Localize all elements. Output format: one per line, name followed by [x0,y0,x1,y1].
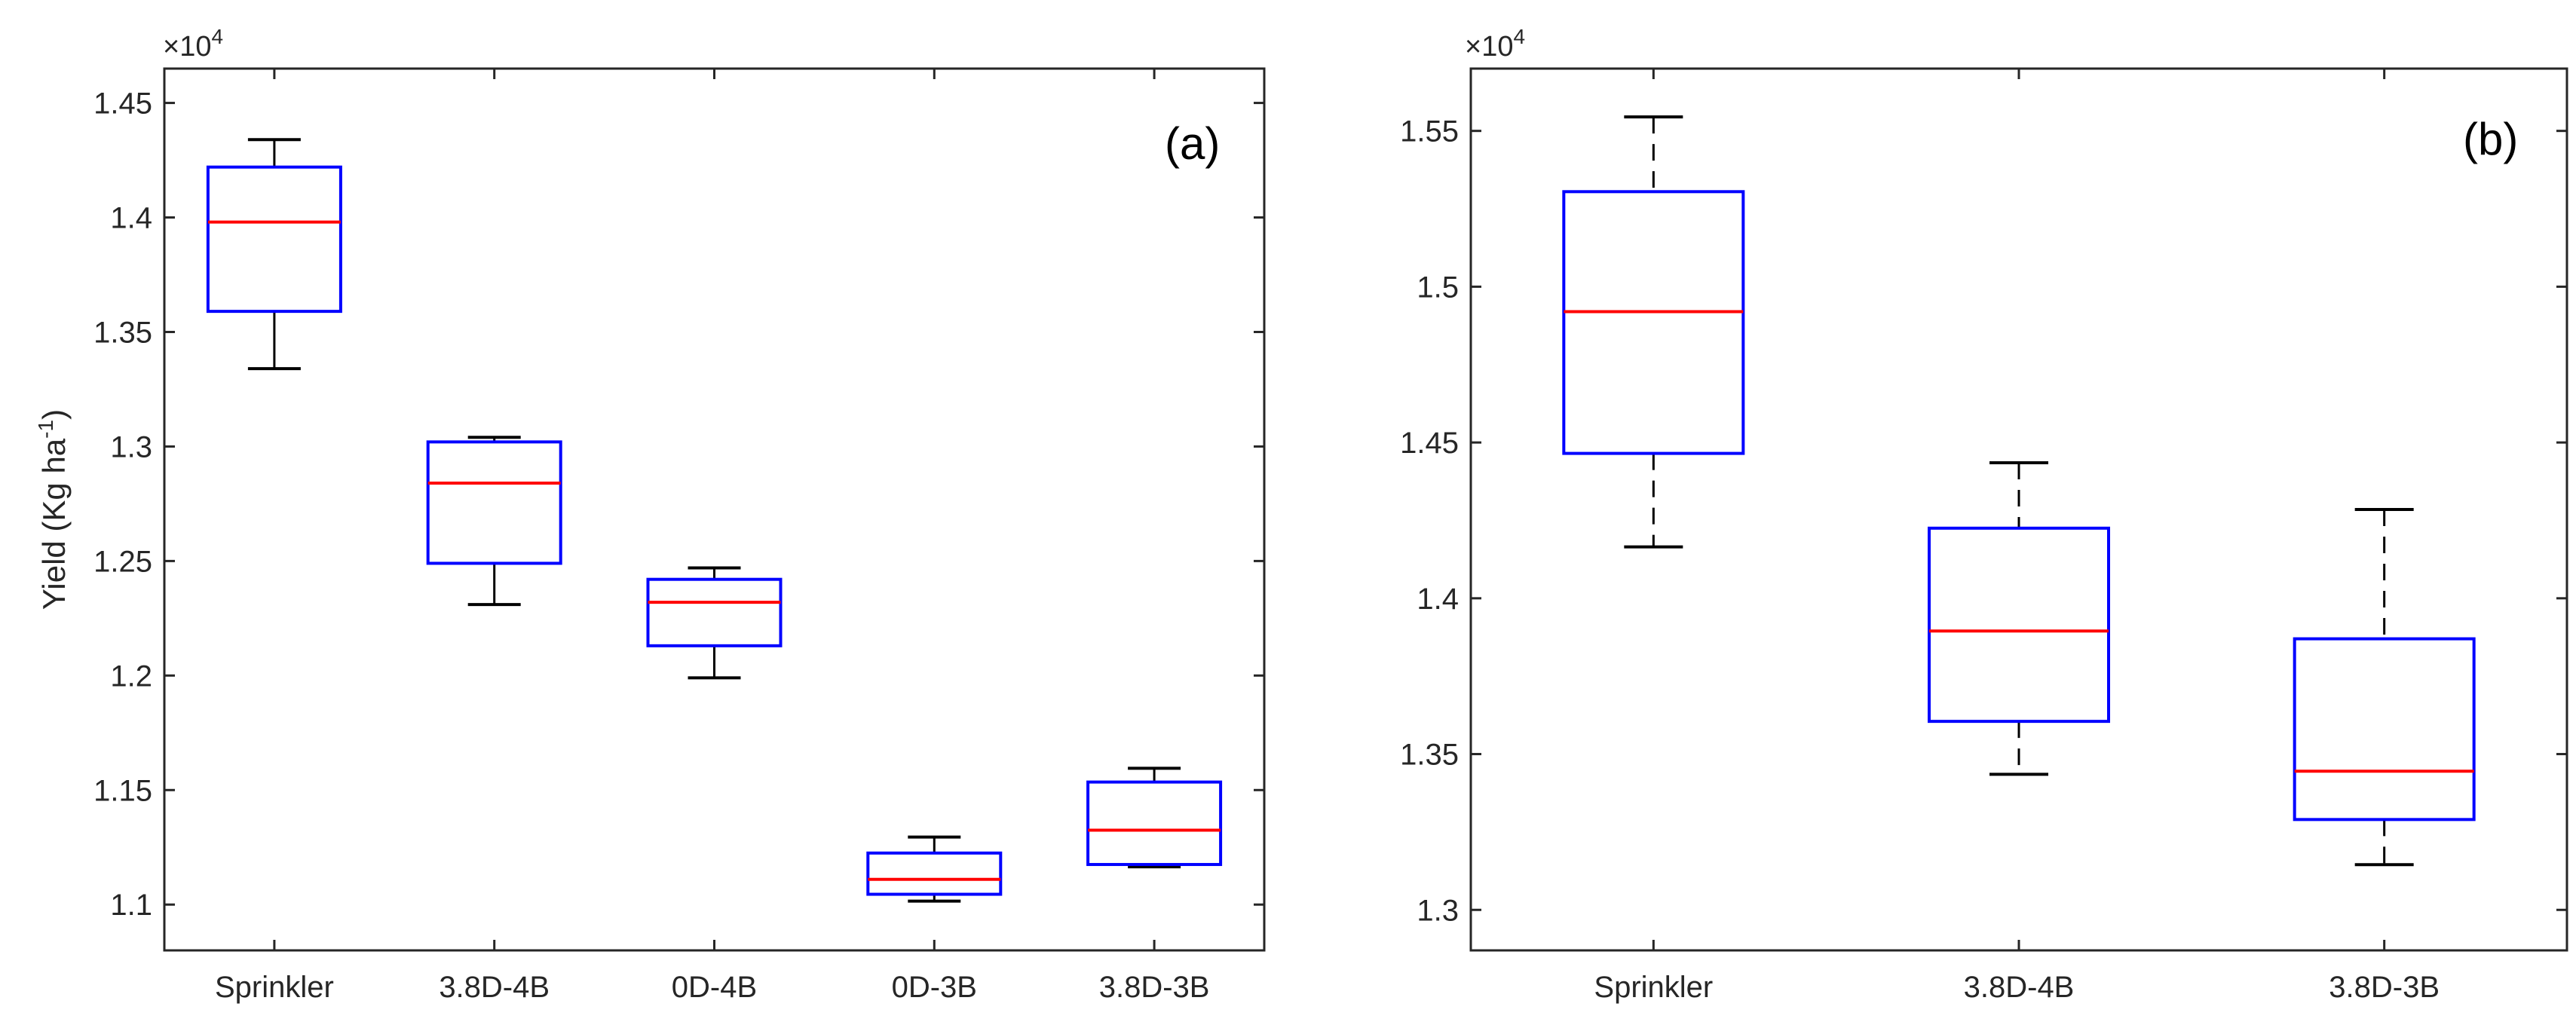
x-tick-label: 3.8D-3B [1099,971,1210,1004]
panel-b-box-0 [1562,115,1745,549]
y-tick-label: 1.3 [1417,894,1459,927]
x-tick-label: 0D-3B [892,971,977,1004]
x-tick-label: Sprinkler [215,971,334,1004]
panel-a-axes-frame [163,67,1266,952]
y-tick-label: 1.45 [93,87,152,121]
panel-a-box-0 [206,138,342,371]
panel-b-label: (b) [2463,114,2518,164]
panel-b-boxes [1562,115,2476,867]
box-iqr [1928,526,2110,724]
panel-b-x-tick-labels: Sprinkler 3.8D-4B 3.8D-3B [1594,69,2440,1004]
panel-a-box-2 [646,566,783,680]
y-tick-label: 1.3 [110,430,152,464]
panel-b-box-2 [2293,508,2476,867]
x-tick-label: 3.8D-4B [439,971,550,1004]
y-tick-label: 1.45 [1400,427,1459,460]
box-iqr [866,851,1003,896]
panel-b-y-ticks: 1.3 1.35 1.4 1.45 1.5 1.55 [1400,115,2567,927]
panel-a-box-3 [866,835,1003,903]
panel-a: 1.1 1.15 1.2 1.25 1.3 1.35 1.4 1.45 Sprinkler 3.… [34,25,1266,1004]
y-tick-label: 1.15 [93,774,152,807]
panel-a-y-ticks: 1.1 1.15 1.2 1.25 1.3 1.35 1.4 1.45 [93,87,1264,922]
y-tick-label: 1.35 [93,316,152,349]
y-tick-label: 1.4 [1417,583,1459,616]
box-iqr [206,165,342,314]
panel-a-scale-multiplier: ×104 [163,25,223,63]
y-tick-label: 1.25 [93,545,152,578]
y-tick-label: 1.1 [110,889,152,922]
box-iqr [1562,190,1745,455]
box-iqr [2293,637,2476,822]
y-tick-label: 1.4 [110,202,152,235]
x-tick-label: Sprinkler [1594,971,1713,1004]
box-iqr [426,440,562,565]
y-tick-label: 1.55 [1400,115,1459,148]
y-tick-label: 1.35 [1400,739,1459,772]
x-tick-label: 3.8D-4B [1964,971,2075,1004]
x-tick-label: 3.8D-3B [2329,971,2440,1004]
panel-b-box-1 [1928,460,2110,776]
y-tick-label: 1.5 [1417,271,1459,304]
panel-b: 1.3 1.35 1.4 1.45 1.5 1.55 Sprinkler 3.8D-4B 3.… [1400,25,2568,1004]
panel-b-scale-multiplier: ×104 [1465,25,1525,63]
box-iqr [646,577,783,647]
y-axis-label: Yield (Kg ha-1) [34,409,72,610]
x-tick-label: 0D-4B [672,971,757,1004]
y-tick-label: 1.2 [110,659,152,693]
panel-a-x-tick-labels: Sprinkler 3.8D-4B 0D-4B 0D-3B 3.8D-3B [215,69,1209,1004]
panel-a-label: (a) [1165,118,1220,169]
panel-a-boxes [206,138,1223,903]
box-iqr [1086,780,1223,867]
panel-a-box-4 [1086,766,1223,869]
panel-a-box-1 [426,436,562,607]
